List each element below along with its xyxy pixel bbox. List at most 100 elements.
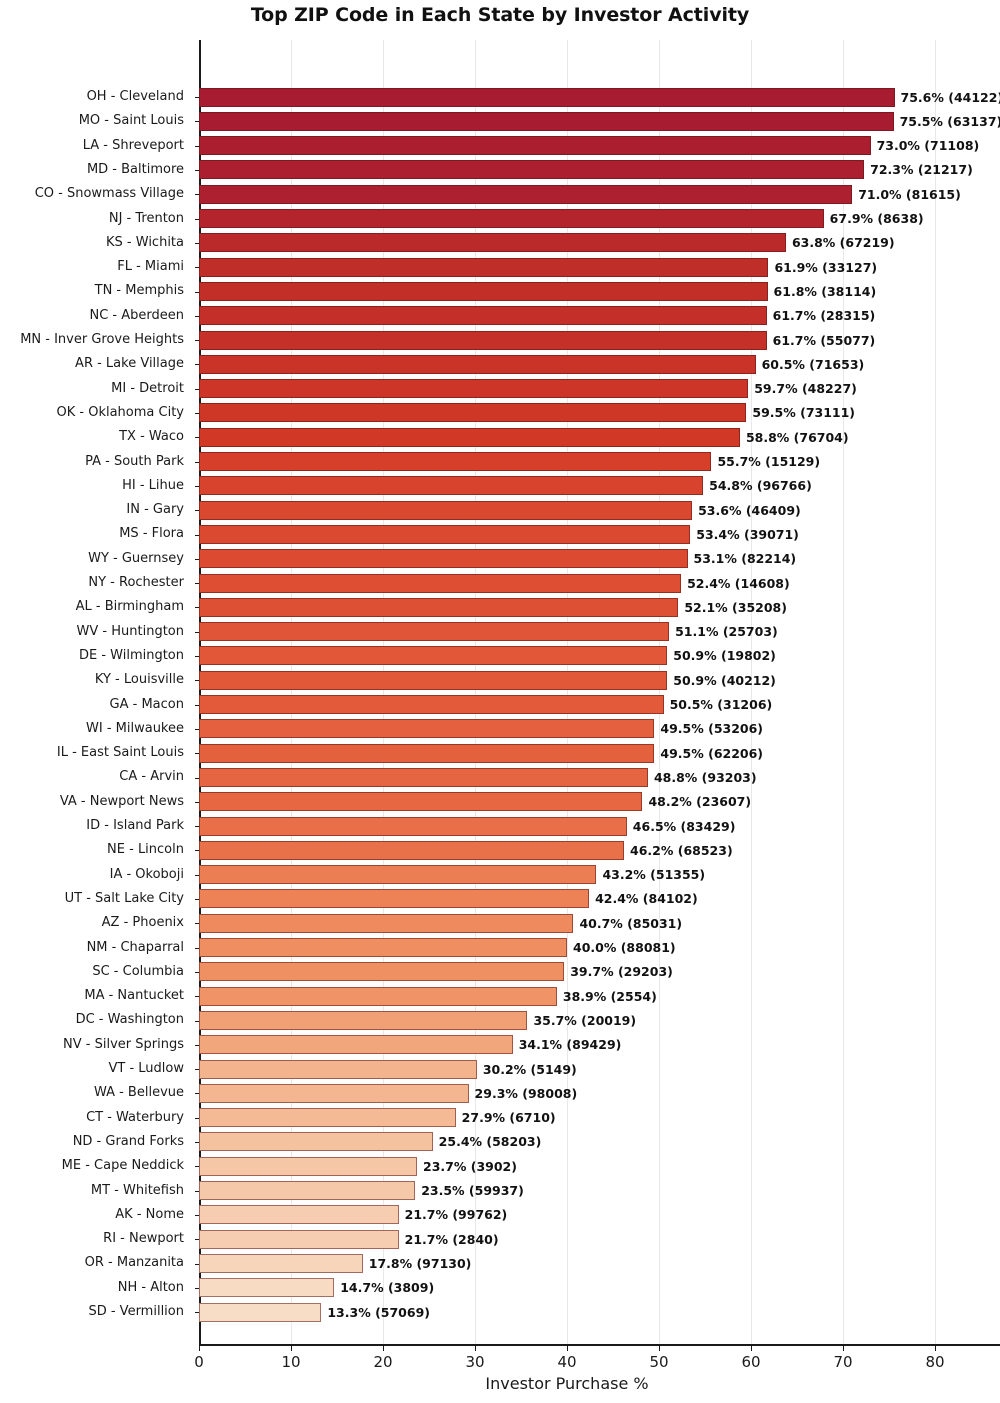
x-tick-label: 0 <box>194 1353 204 1371</box>
y-axis-tick-label: TX - Waco <box>119 429 184 445</box>
y-axis-tick-label: OH - Cleveland <box>86 89 184 104</box>
bar[interactable] <box>199 136 871 156</box>
bar[interactable] <box>199 938 567 958</box>
y-axis-tick-label: LA - Shreveport <box>82 137 184 153</box>
y-axis-tick-label: NV - Silver Springs <box>63 1036 184 1052</box>
bar[interactable] <box>199 889 590 909</box>
bar[interactable] <box>199 87 895 107</box>
bar-value-label: 55.7% (15129) <box>717 454 821 469</box>
bar-row: 39.7% (29203) <box>199 960 935 984</box>
bar[interactable] <box>199 1035 513 1055</box>
bar-value-label: 48.2% (23607) <box>648 794 752 810</box>
bar[interactable] <box>199 403 747 423</box>
bar[interactable] <box>199 695 664 715</box>
bar-row: 61.9% (33127) <box>199 255 935 279</box>
y-tick-mark <box>195 923 199 925</box>
y-axis-tick-label: SC - Columbia <box>92 963 184 979</box>
bar[interactable] <box>199 573 682 593</box>
bar[interactable] <box>199 986 557 1006</box>
bar[interactable] <box>199 330 767 350</box>
y-tick-mark <box>195 145 199 147</box>
x-tick-mark-80 <box>935 1346 936 1351</box>
bar[interactable] <box>199 1302 322 1322</box>
y-tick-mark <box>195 1020 199 1022</box>
y-axis-tick-label: ND - Grand Forks <box>72 1133 184 1149</box>
bar[interactable] <box>199 233 786 253</box>
bar[interactable] <box>199 767 648 787</box>
y-tick-mark <box>195 680 199 682</box>
bar[interactable] <box>199 622 670 642</box>
y-tick-mark <box>195 607 199 609</box>
bar[interactable] <box>199 792 643 812</box>
bar[interactable] <box>199 670 668 690</box>
bar[interactable] <box>199 476 704 496</box>
bar[interactable] <box>199 1229 399 1249</box>
bar[interactable] <box>199 597 679 617</box>
y-axis-tick-label: MD - Baltimore <box>86 161 184 177</box>
bar[interactable] <box>199 184 853 204</box>
bar[interactable] <box>199 379 749 399</box>
bar-value-label: 25.4% (58203) <box>438 1134 542 1150</box>
bar-row: 23.5% (59937) <box>199 1179 935 1203</box>
gridline-60 <box>751 40 752 1345</box>
bar[interactable] <box>199 209 824 229</box>
bar[interactable] <box>199 427 740 447</box>
bar[interactable] <box>199 913 574 933</box>
bar[interactable] <box>199 1010 528 1030</box>
bar[interactable] <box>199 111 894 131</box>
y-tick-mark <box>195 874 199 876</box>
y-axis-tick-label: NC - Aberdeen <box>89 307 184 323</box>
y-axis-tick-label: AL - Birmingham <box>75 599 184 615</box>
bar[interactable] <box>199 1278 335 1298</box>
bar-value-label: 21.7% (2840) <box>404 1231 499 1247</box>
bar[interactable] <box>199 160 865 180</box>
x-tick-label: 60 <box>741 1353 761 1371</box>
bar-row: 35.7% (20019) <box>199 1008 935 1032</box>
bar[interactable] <box>199 962 565 982</box>
gridline-20 <box>383 40 384 1345</box>
y-axis-tick-label: OK - Oklahoma City <box>56 404 185 420</box>
bar[interactable] <box>199 1108 456 1128</box>
bar-row: 54.8% (96766) <box>199 474 935 498</box>
bar[interactable] <box>199 281 768 301</box>
bar-value-label: 61.7% (55077) <box>772 332 876 348</box>
bar[interactable] <box>199 1205 399 1225</box>
bar[interactable] <box>199 257 769 277</box>
bar[interactable] <box>199 1181 416 1201</box>
bar[interactable] <box>199 1083 469 1103</box>
bar[interactable] <box>199 1253 363 1273</box>
bar[interactable] <box>199 500 693 520</box>
bar-row: 38.9% (2554) <box>199 984 935 1008</box>
bar-row: 63.8% (67219) <box>199 231 935 255</box>
bar-row: 42.4% (84102) <box>199 887 935 911</box>
bar-row: 46.2% (68523) <box>199 838 935 862</box>
bar-value-label: 59.7% (48227) <box>754 381 857 397</box>
bar[interactable] <box>199 1156 418 1176</box>
y-axis-tick-label: WA - Bellevue <box>93 1085 184 1101</box>
y-tick-mark <box>195 753 199 755</box>
bar[interactable] <box>199 646 668 666</box>
bar-row: 61.7% (55077) <box>199 328 935 352</box>
bar[interactable] <box>199 743 655 763</box>
bar-value-label: 61.9% (33127) <box>774 259 878 275</box>
bar[interactable] <box>199 865 597 885</box>
bar[interactable] <box>199 306 767 326</box>
bar-row: 52.4% (14608) <box>199 571 935 595</box>
bar[interactable] <box>199 354 756 374</box>
y-tick-mark <box>195 267 199 269</box>
bar[interactable] <box>199 549 688 569</box>
y-tick-mark <box>195 801 199 803</box>
y-axis-tick-label: MO - Saint Louis <box>78 113 184 129</box>
bar-row: 27.9% (6710) <box>199 1106 935 1130</box>
bar[interactable] <box>199 452 712 472</box>
bar[interactable] <box>199 1132 433 1152</box>
y-tick-mark <box>195 1239 199 1241</box>
y-axis-tick-label: RI - Newport <box>103 1231 184 1247</box>
bar[interactable] <box>199 1059 477 1079</box>
bar[interactable] <box>199 524 691 544</box>
bar[interactable] <box>199 840 625 860</box>
bar[interactable] <box>199 719 655 739</box>
y-tick-mark <box>195 850 199 852</box>
bar[interactable] <box>199 816 627 836</box>
y-axis-tick-label: KS - Wichita <box>106 234 184 250</box>
